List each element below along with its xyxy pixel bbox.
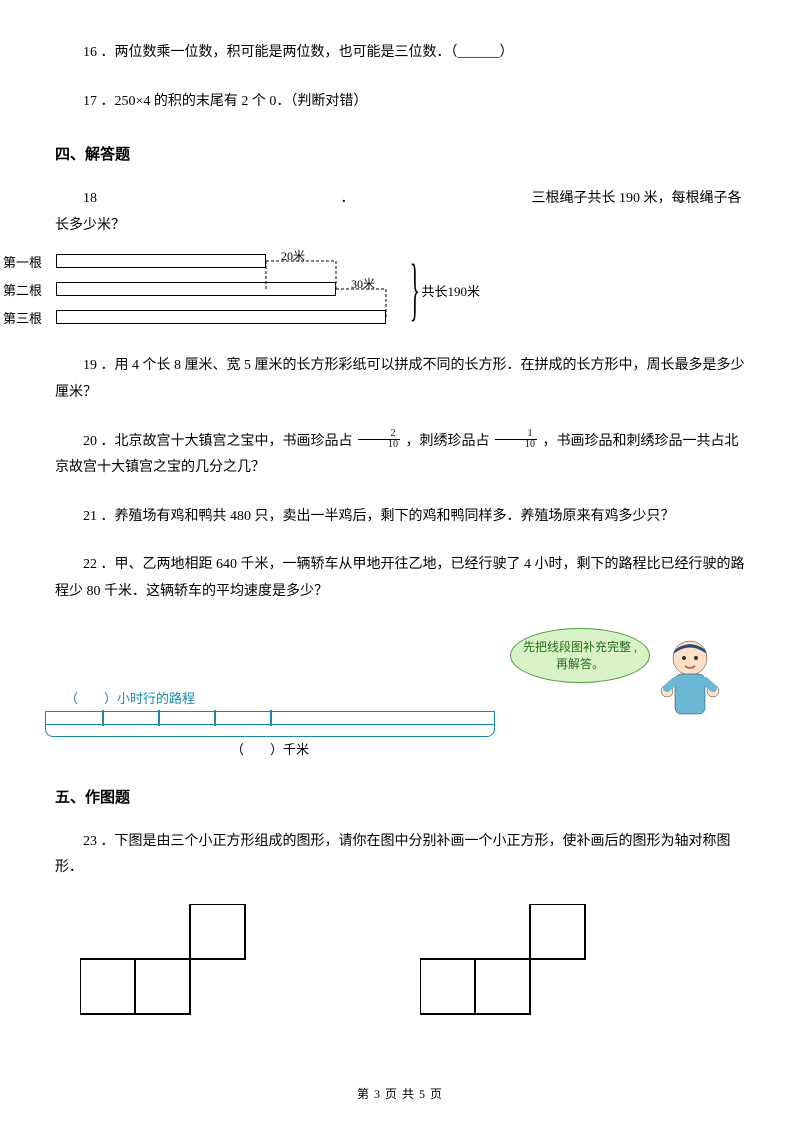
q23-figures: [80, 904, 745, 1024]
section-5-title: 五、作图题: [55, 786, 745, 807]
q18-row3-label: 第三根: [0, 308, 56, 327]
q18-brace: } 共长190米: [398, 255, 480, 325]
boy-icon: [655, 636, 725, 736]
q20-pre: 20 ．北京故宫十大镇宫之宝中，书画珍品占: [83, 434, 353, 449]
q18-brace-label: 共长190米: [421, 281, 480, 300]
q18-row2-label: 第二根: [0, 280, 56, 299]
q20-mid: ，刺绣珍品占: [406, 434, 490, 449]
question-22: 22 ．甲、乙两地相距 640 千米，一辆轿车从甲地开往乙地，已经行驶了 4 小…: [55, 552, 745, 757]
brace-icon: }: [410, 255, 420, 325]
question-20: 20 ．北京故宫十大镇宫之宝中，书画珍品占 210 ，刺绣珍品占 110 ，书画…: [55, 429, 745, 482]
q18-bar-1: [56, 254, 266, 268]
question-21: 21 ．养殖场有鸡和鸭共 480 只，卖出一半鸡后，剩下的鸡和鸭同样多．养殖场原…: [55, 504, 745, 531]
question-18: 18 ． 三根绳子共长 190 米，每根绳子各长多少米？ 第一根 20米 第二根…: [55, 186, 745, 331]
q18-ext2: 30米: [351, 275, 375, 292]
q18-text-main: 三根绳子共长 190 米，每根绳子各长多少米？: [55, 191, 742, 233]
question-17: 17 ．250×4 的积的末尾有 2 个 0．（判断对错）: [55, 89, 745, 116]
q22-bar: [45, 711, 495, 725]
q22-km-label: （ ）千米: [45, 739, 495, 758]
q23-figure-1: [80, 904, 250, 1024]
page-footer: 第 3 页 共 5 页: [0, 1085, 800, 1102]
q22-text: 22 ．甲、乙两地相距 640 千米，一辆轿车从甲地开往乙地，已经行驶了 4 小…: [55, 552, 745, 605]
q22-diagram: 先把线段图补充完整 , 再解答。 （ ）小时行的路程 （ ）千米: [45, 628, 745, 758]
q18-row1-label: 第一根: [0, 252, 56, 271]
q18-bar-2: [56, 282, 336, 296]
q22-track: （ ）小时行的路程 （ ）千米: [45, 688, 495, 758]
question-19: 19 ．用 4 个长 8 厘米、宽 5 厘米的长方形彩纸可以拼成不同的长方形．在…: [55, 353, 745, 406]
q23-figure-2: [420, 904, 590, 1024]
section-4-title: 四、解答题: [55, 143, 745, 164]
q22-hours-label: （ ）小时行的路程: [65, 688, 495, 707]
q18-prompt: 18 ． 三根绳子共长 190 米，每根绳子各长多少米？: [55, 186, 745, 239]
q18-ext1: 20米: [281, 247, 305, 264]
fraction-1-10: 110: [495, 429, 537, 450]
fraction-2-10: 210: [358, 429, 400, 450]
q22-under-brace: [45, 725, 495, 737]
speech-bubble: 先把线段图补充完整 , 再解答。: [510, 628, 650, 683]
q18-number: 18: [83, 191, 97, 206]
question-23: 23 ．下图是由三个小正方形组成的图形，请你在图中分别补画一个小正方形，使补画后…: [55, 829, 745, 882]
question-16: 16 ．两位数乘一位数，积可能是两位数，也可能是三位数．（______）: [55, 40, 745, 67]
q18-diagram: 第一根 20米 第二根 30米 第三根 } 共长190米: [0, 247, 510, 331]
q18-bar-3: [56, 310, 386, 324]
